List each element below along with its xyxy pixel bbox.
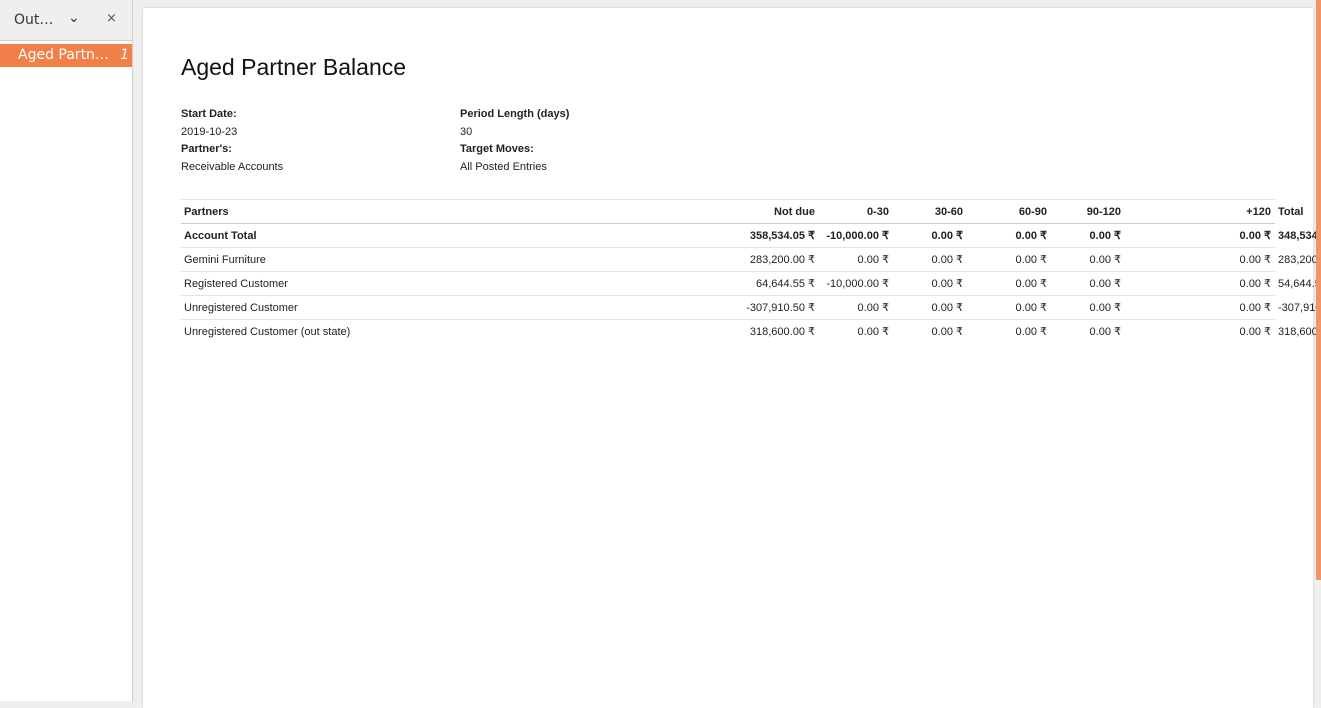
- amount-cell: 0.00 ₹: [1051, 319, 1125, 343]
- amount-cell: 0.00 ₹: [967, 247, 1051, 272]
- partners-label: Partner's:: [181, 143, 232, 155]
- meta-right: Period Length (days) 30 Target Moves: Al…: [460, 106, 569, 176]
- period-label: Period Length (days): [460, 108, 570, 120]
- partners-value: Receivable Accounts: [181, 160, 284, 173]
- start-date-value: 2019-10-23: [181, 125, 238, 138]
- table-row: Gemini Furniture 283,200.00 ₹0.00 ₹0.00 ₹…: [181, 247, 1321, 272]
- outline-item-page: 1: [120, 47, 129, 63]
- aged-balance-table: Partners Not due 0-30 30-60 60-90 90-120 +120 T…: [181, 199, 1321, 343]
- amount-cell: 0.00 ₹: [819, 247, 893, 272]
- amount-cell: 0.00 ₹: [1051, 223, 1125, 248]
- column-header: 60-90: [967, 199, 1051, 224]
- amount-cell: 283,200.00 ₹: [680, 247, 819, 272]
- meta-left: Start Date: 2019-10-23 Partner's: Receiv…: [181, 106, 283, 176]
- amount-cell: 0.00 ₹: [967, 319, 1051, 343]
- amount-cell: 318,600.00 ₹: [680, 319, 819, 343]
- table-row: Unregistered Customer -307,910.50 ₹0.00 ₹…: [181, 295, 1321, 320]
- period-value: 30: [460, 125, 473, 138]
- column-header: Not due: [680, 199, 819, 224]
- outline-item-label: Aged Partn…: [18, 47, 109, 63]
- amount-cell: 0.00 ₹: [893, 319, 967, 343]
- start-date-label: Start Date:: [181, 108, 237, 120]
- column-header: 90-120: [1051, 199, 1125, 224]
- sidebar-header: Out… ⌄ ×: [0, 0, 132, 41]
- chevron-down-icon[interactable]: ⌄: [68, 10, 80, 26]
- amount-cell: 0.00 ₹: [893, 271, 967, 296]
- partner-name: Gemini Furniture: [181, 247, 680, 272]
- amount-cell: 0.00 ₹: [1125, 319, 1275, 343]
- amount-cell: 0.00 ₹: [893, 247, 967, 272]
- pane-divider[interactable]: [133, 0, 143, 701]
- column-header: 0-30: [819, 199, 893, 224]
- amount-cell: 358,534.05 ₹: [680, 223, 819, 248]
- amount-cell: 0.00 ₹: [967, 295, 1051, 320]
- amount-cell: 0.00 ₹: [967, 223, 1051, 248]
- amount-cell: 0.00 ₹: [1125, 247, 1275, 272]
- column-header: Partners: [181, 199, 680, 224]
- table-header-row: Partners Not due 0-30 30-60 60-90 90-120 +120 T…: [181, 199, 1303, 224]
- report-title: Aged Partner Balance: [181, 54, 407, 80]
- amount-cell: -10,000.00 ₹: [819, 223, 893, 248]
- outline-sidebar: Out… ⌄ × Aged Partn… 1: [0, 0, 133, 701]
- amount-cell: -307,910.50 ₹: [680, 295, 819, 320]
- close-icon[interactable]: ×: [106, 11, 117, 26]
- amount-cell: 0.00 ₹: [1125, 295, 1275, 320]
- amount-cell: 0.00 ₹: [1051, 247, 1125, 272]
- sidebar-title[interactable]: Out…: [14, 12, 54, 28]
- table-row: Registered Customer 64,644.55 ₹ -10,000.00…: [181, 271, 1321, 296]
- partner-name: Account Total: [181, 223, 680, 248]
- document-page: Aged Partner Balance Start Date: 2019-10…: [143, 8, 1321, 708]
- amount-cell: 0.00 ₹: [967, 271, 1051, 296]
- outline-item[interactable]: Aged Partn… 1: [0, 44, 132, 67]
- amount-cell: 0.00 ₹: [893, 223, 967, 248]
- amount-cell: 0.00 ₹: [893, 295, 967, 320]
- target-moves-value: All Posted Entries: [460, 160, 547, 173]
- amount-cell: 64,644.55 ₹: [680, 271, 819, 296]
- column-header: +120: [1125, 199, 1275, 224]
- account-total-row: Account Total 358,534.05 ₹ -10,000.00 ₹0.0…: [181, 223, 1321, 248]
- amount-cell: 0.00 ₹: [819, 295, 893, 320]
- amount-cell: 0.00 ₹: [1125, 271, 1275, 296]
- amount-cell: -10,000.00 ₹: [819, 271, 893, 296]
- partner-name: Registered Customer: [181, 271, 680, 296]
- amount-cell: 0.00 ₹: [1125, 223, 1275, 248]
- amount-cell: 0.00 ₹: [1051, 271, 1125, 296]
- amount-cell: 0.00 ₹: [819, 319, 893, 343]
- target-moves-label: Target Moves:: [460, 143, 534, 155]
- scrollbar[interactable]: [1316, 0, 1321, 580]
- partner-name: Unregistered Customer (out state): [181, 319, 680, 343]
- table-row: Unregistered Customer (out state) 318,600…: [181, 319, 1321, 343]
- amount-cell: 0.00 ₹: [1051, 295, 1125, 320]
- partner-name: Unregistered Customer: [181, 295, 680, 320]
- column-header: 30-60: [893, 199, 967, 224]
